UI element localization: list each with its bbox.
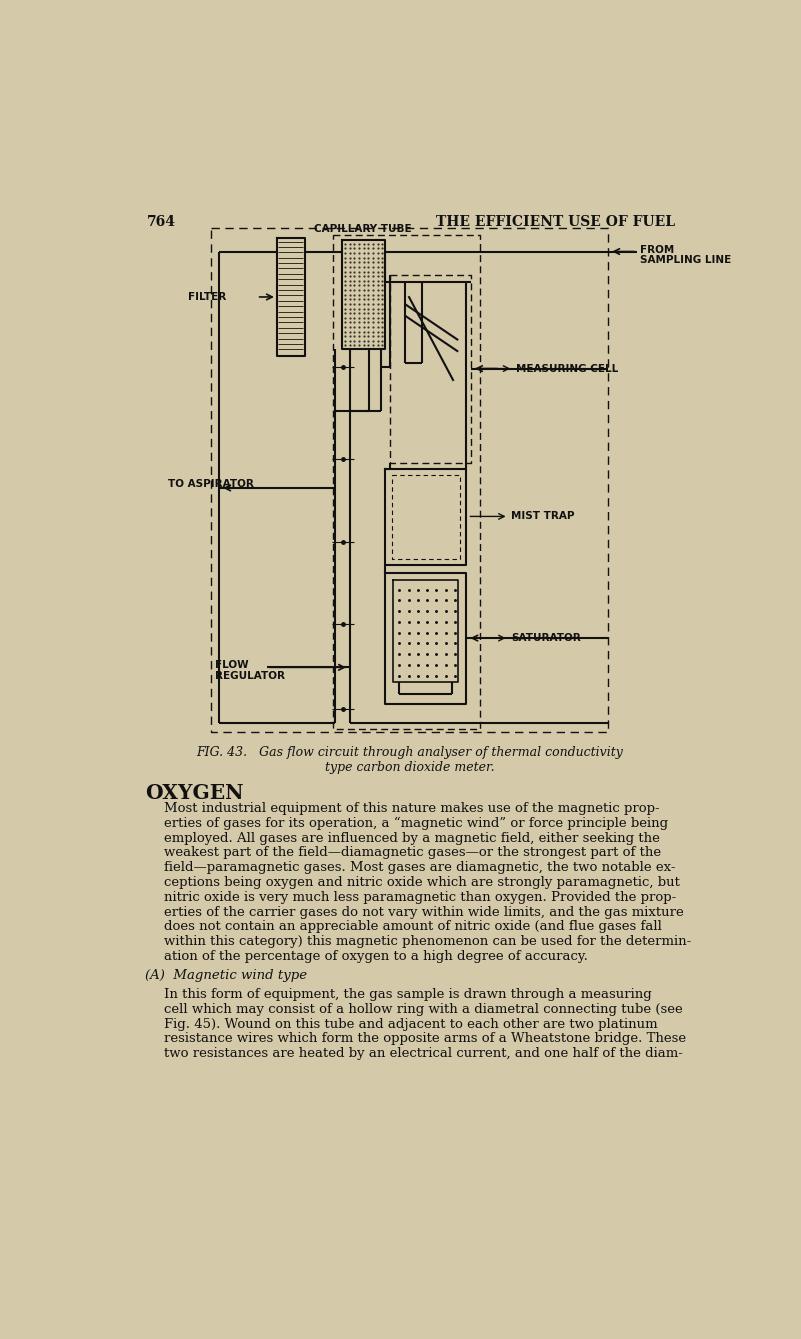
Text: SAMPLING LINE: SAMPLING LINE: [640, 256, 731, 265]
Text: within this category) this magnetic phenomenon can be used for the determin-: within this category) this magnetic phen…: [163, 935, 691, 948]
Text: CAPILLARY TUBE: CAPILLARY TUBE: [314, 224, 412, 234]
Text: TO ASPIRATOR: TO ASPIRATOR: [168, 478, 254, 489]
Text: weakest part of the field—diamagnetic gases—or the strongest part of the: weakest part of the field—diamagnetic ga…: [163, 846, 661, 860]
Text: In this form of equipment, the gas sample is drawn through a measuring: In this form of equipment, the gas sampl…: [163, 988, 651, 1002]
Text: does not contain an appreciable amount of nitric oxide (and flue gases fall: does not contain an appreciable amount o…: [163, 920, 662, 933]
Text: MIST TRAP: MIST TRAP: [511, 511, 574, 521]
Text: employed. All gases are influenced by a magnetic field, either seeking the: employed. All gases are influenced by a …: [163, 832, 659, 845]
Text: 764: 764: [147, 214, 175, 229]
Text: OXYGEN: OXYGEN: [145, 783, 244, 803]
Text: nitric oxide is very much less paramagnetic than oxygen. Provided the prop-: nitric oxide is very much less paramagne…: [163, 890, 676, 904]
Text: (A)  Magnetic wind type: (A) Magnetic wind type: [145, 969, 308, 983]
Text: erties of gases for its operation, a “magnetic wind” or force principle being: erties of gases for its operation, a “ma…: [163, 817, 668, 830]
Text: REGULATOR: REGULATOR: [215, 671, 285, 682]
Text: Most industrial equipment of this nature makes use of the magnetic prop-: Most industrial equipment of this nature…: [163, 802, 659, 815]
Text: MEASURING CELL: MEASURING CELL: [516, 364, 618, 374]
Text: THE EFFICIENT USE OF FUEL: THE EFFICIENT USE OF FUEL: [437, 214, 675, 229]
Text: ation of the percentage of oxygen to a high degree of accuracy.: ation of the percentage of oxygen to a h…: [163, 949, 588, 963]
Text: FIG. 43.   Gas flow circuit through analyser of thermal conductivity
type carbon: FIG. 43. Gas flow circuit through analys…: [197, 746, 623, 774]
Text: FLOW: FLOW: [215, 660, 248, 670]
Text: cell which may consist of a hollow ring with a diametral connecting tube (see: cell which may consist of a hollow ring …: [163, 1003, 682, 1016]
Text: field—paramagnetic gases. Most gases are diamagnetic, the two notable ex-: field—paramagnetic gases. Most gases are…: [163, 861, 675, 874]
Text: SATURATOR: SATURATOR: [511, 633, 581, 643]
Text: two resistances are heated by an electrical current, and one half of the diam-: two resistances are heated by an electri…: [163, 1047, 682, 1060]
Text: ceptions being oxygen and nitric oxide which are strongly paramagnetic, but: ceptions being oxygen and nitric oxide w…: [163, 876, 679, 889]
Text: resistance wires which form the opposite arms of a Wheatstone bridge. These: resistance wires which form the opposite…: [163, 1032, 686, 1046]
Text: FROM: FROM: [640, 245, 674, 254]
Text: Fig. 45). Wound on this tube and adjacent to each other are two platinum: Fig. 45). Wound on this tube and adjacen…: [163, 1018, 658, 1031]
Text: erties of the carrier gases do not vary within wide limits, and the gas mixture: erties of the carrier gases do not vary …: [163, 905, 683, 919]
Text: FILTER: FILTER: [188, 292, 226, 303]
